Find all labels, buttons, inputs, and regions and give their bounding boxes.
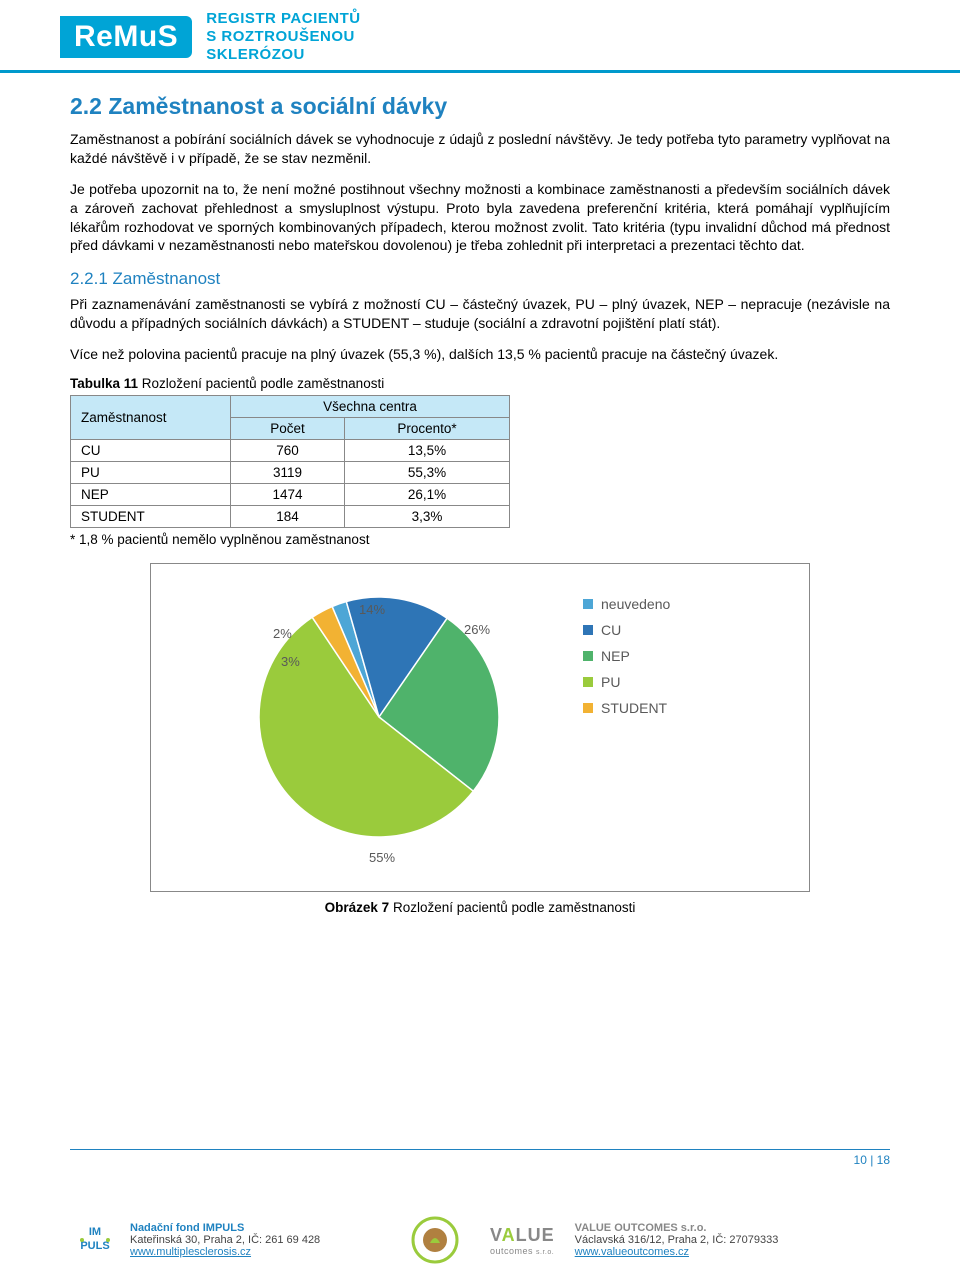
pie-label: 2% [273,626,292,641]
seal-icon [410,1215,460,1265]
legend-item: STUDENT [583,700,670,716]
row-pct: 26,1% [345,484,510,506]
th-pocet: Počet [231,418,345,440]
legend-swatch [583,703,593,713]
page-footer: IM PULS Nadační fond IMPULS Kateřinská 3… [70,1215,890,1265]
th-procento: Procento* [345,418,510,440]
value-outcomes-text: outcomes s.r.o. [490,1246,555,1256]
footer-left-line2: Kateřinská 30, Praha 2, IČ: 261 69 428 [130,1234,380,1246]
legend-label: NEP [601,648,630,664]
table-row: STUDENT 184 3,3% [71,506,510,528]
footer-right-block: VALUE OUTCOMES s.r.o. Václavská 316/12, … [575,1222,779,1258]
legend-item: NEP [583,648,670,664]
pie-chart [169,582,549,872]
svg-text:PULS: PULS [80,1240,109,1252]
pie-container: 2% 14% 26% 55% 3% [169,582,549,877]
row-count: 1474 [231,484,345,506]
main-content: 2.2 Zaměstnanost a sociální dávky Zaměst… [0,73,960,915]
page-header: ReMuS REGISTR PACIENTŮ S ROZTROUŠENOU SK… [0,0,960,73]
paragraph-2: Je potřeba upozornit na to, že není možn… [70,180,890,256]
chart-wrapper: 2% 14% 26% 55% 3% neuvedeno CU NEP PU STUDENT Ob… [150,563,810,915]
header-subtitle: REGISTR PACIENTŮ S ROZTROUŠENOU SKLERÓZO… [206,10,360,64]
legend-item: CU [583,622,670,638]
table-caption-bold: Tabulka 11 [70,376,138,391]
row-pct: 3,3% [345,506,510,528]
table-body: CU 760 13,5% PU 3119 55,3% NEP 1474 26,1… [71,440,510,528]
table-row: PU 3119 55,3% [71,462,510,484]
legend-label: CU [601,622,621,638]
pie-label: 14% [359,602,385,617]
pie-label: 3% [281,654,300,669]
th-zamestnanost: Zaměstnanost [71,396,231,440]
legend-label: PU [601,674,620,690]
footer-left-title: Nadační fond IMPULS [130,1222,380,1234]
row-pct: 13,5% [345,440,510,462]
paragraph-1: Zaměstnanost a pobírání sociálních dávek… [70,130,890,168]
table-row: NEP 1474 26,1% [71,484,510,506]
legend-label: STUDENT [601,700,667,716]
footer-right-line2: Václavská 316/12, Praha 2, IČ: 27079333 [575,1234,779,1246]
row-label: CU [71,440,231,462]
legend-item: neuvedeno [583,596,670,612]
subsection-heading: 2.2.1 Zaměstnanost [70,269,890,289]
row-label: STUDENT [71,506,231,528]
th-vsechna-centra: Všechna centra [231,396,510,418]
row-label: PU [71,462,231,484]
value-logo: VALUE [490,1225,555,1246]
row-pct: 55,3% [345,462,510,484]
pie-label: 26% [464,622,490,637]
svg-text:IM: IM [89,1226,101,1238]
header-line2: S ROZTROUŠENOU [206,28,355,45]
table-caption: Tabulka 11 Rozložení pacientů podle zamě… [70,376,890,391]
legend-label: neuvedeno [601,596,670,612]
chart-caption: Obrázek 7 Rozložení pacientů podle zaměs… [150,900,810,915]
footer-left-link[interactable]: www.multiplesclerosis.cz [130,1246,251,1258]
section-heading: 2.2 Zaměstnanost a sociální dávky [70,93,890,120]
remus-logo: ReMuS [60,16,192,58]
row-count: 3119 [231,462,345,484]
table-footnote: * 1,8 % pacientů nemělo vyplněnou zaměst… [70,532,890,547]
row-label: NEP [71,484,231,506]
page-number: 10 | 18 [70,1149,890,1167]
paragraph-3: Při zaznamenávání zaměstnanosti se vybír… [70,295,890,333]
legend-item: PU [583,674,670,690]
impuls-logo-icon: IM PULS [70,1215,120,1265]
row-count: 184 [231,506,345,528]
legend-swatch [583,599,593,609]
chart-caption-bold: Obrázek 7 [325,900,390,915]
chart-caption-rest: Rozložení pacientů podle zaměstnanosti [389,900,635,915]
employment-table: Zaměstnanost Všechna centra Počet Procen… [70,395,510,528]
footer-right-title: VALUE OUTCOMES s.r.o. [575,1222,779,1234]
row-count: 760 [231,440,345,462]
value-logo-block: VALUE outcomes s.r.o. [490,1225,555,1256]
footer-left-block: Nadační fond IMPULS Kateřinská 30, Praha… [130,1222,380,1258]
header-line1: REGISTR PACIENTŮ [206,10,360,27]
paragraph-4: Více než polovina pacientů pracuje na pl… [70,345,890,364]
table-row: CU 760 13,5% [71,440,510,462]
table-caption-rest: Rozložení pacientů podle zaměstnanosti [138,376,384,391]
chart-legend: neuvedeno CU NEP PU STUDENT [583,596,670,726]
legend-swatch [583,625,593,635]
legend-swatch [583,677,593,687]
header-line3: SKLERÓZOU [206,46,305,63]
legend-swatch [583,651,593,661]
chart-box: 2% 14% 26% 55% 3% neuvedeno CU NEP PU STUDENT [150,563,810,892]
pie-label: 55% [369,850,395,865]
footer-right-link[interactable]: www.valueoutcomes.cz [575,1246,689,1258]
